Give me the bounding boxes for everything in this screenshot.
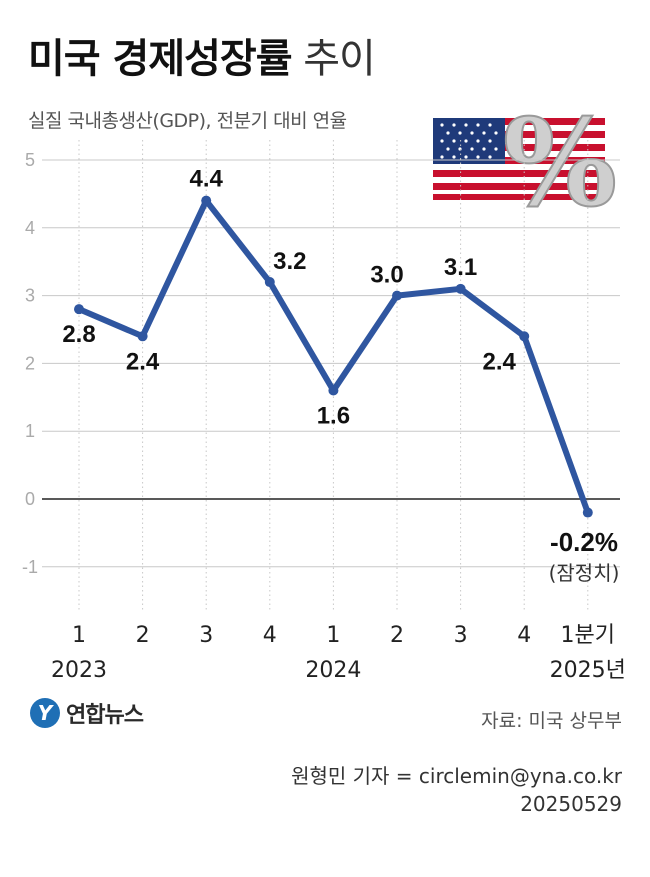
- data-point: [74, 304, 84, 315]
- data-point: [328, 385, 339, 396]
- y-tick-label: -1: [22, 557, 38, 577]
- line-chart: % 5 4 3 2 1 0 -1 2.8 2.4 4.4 3.2 1.6 3.0 3.1 2.4 -0.2%…: [22, 92, 626, 683]
- x-tick-label: 1분기: [561, 623, 615, 648]
- value-label: 4.4: [190, 166, 224, 193]
- year-label: 2024: [305, 658, 361, 683]
- chart-subtitle: 실질 국내총생산(GDP), 전분기 대비 연율: [28, 110, 347, 132]
- x-tick-label: 3: [454, 623, 468, 648]
- value-label: 3.2: [273, 248, 306, 275]
- y-axis: 5 4 3 2 1 0 -1: [22, 150, 38, 577]
- value-label: 2.8: [62, 321, 95, 348]
- y-tick-label: 1: [25, 421, 35, 441]
- value-labels: 2.8 2.4 4.4 3.2 1.6 3.0 3.1 2.4 -0.2% (잠정치): [62, 166, 619, 585]
- value-label: 2.4: [483, 348, 517, 375]
- source-note: 자료: 미국 상무부: [481, 710, 622, 732]
- data-point: [264, 277, 275, 288]
- provisional-note: (잠정치): [549, 561, 620, 585]
- data-point: [582, 507, 593, 518]
- percent-icon: %: [502, 92, 618, 235]
- value-label: -0.2%: [550, 527, 618, 557]
- value-label: 3.1: [444, 254, 477, 281]
- data-point: [392, 290, 402, 301]
- data-point: [201, 195, 212, 206]
- value-label: 1.6: [317, 403, 350, 430]
- data-points: [74, 195, 593, 518]
- year-label: 2025년: [550, 658, 626, 683]
- y-tick-label: 3: [25, 286, 35, 306]
- x-axis: 1 2 3 4 1 2 3 4 1분기 2023 2024 2025년: [51, 623, 626, 683]
- x-tick-label: 2: [136, 623, 150, 648]
- chart-title: 미국 경제성장률 추이: [28, 26, 376, 84]
- y-tick-label: 0: [25, 489, 35, 509]
- publisher-logo: Y 연합뉴스: [30, 697, 144, 729]
- x-tick-label: 4: [517, 623, 531, 648]
- data-point: [455, 283, 466, 294]
- value-label: 2.4: [126, 348, 160, 375]
- grid-lines: [42, 159, 620, 568]
- value-label: 3.0: [370, 262, 403, 289]
- data-point: [137, 331, 148, 342]
- yonhap-logo-icon: Y: [30, 698, 60, 728]
- y-tick-label: 2: [25, 353, 35, 373]
- us-flag-icon: [433, 118, 605, 200]
- logo-text: 연합뉴스: [66, 703, 144, 728]
- x-tick-label: 2: [390, 623, 404, 648]
- credit-author: 원형민 기자 = circlemin@yna.co.kr: [291, 764, 622, 788]
- title-main: 미국 경제성장률: [28, 36, 293, 82]
- x-tick-label: 3: [199, 623, 213, 648]
- year-label: 2023: [51, 658, 107, 683]
- x-tick-label: 1: [326, 623, 340, 648]
- title-suffix: 추이: [303, 36, 376, 82]
- data-point: [519, 331, 530, 342]
- y-tick-label: 4: [25, 218, 35, 238]
- x-tick-label: 4: [263, 623, 277, 648]
- svg-text:%: %: [503, 93, 617, 234]
- credit: 원형민 기자 = circlemin@yna.co.kr 20250529: [291, 762, 622, 818]
- y-tick-label: 5: [25, 150, 35, 170]
- credit-date: 20250529: [520, 792, 622, 816]
- x-tick-label: 1: [72, 623, 86, 648]
